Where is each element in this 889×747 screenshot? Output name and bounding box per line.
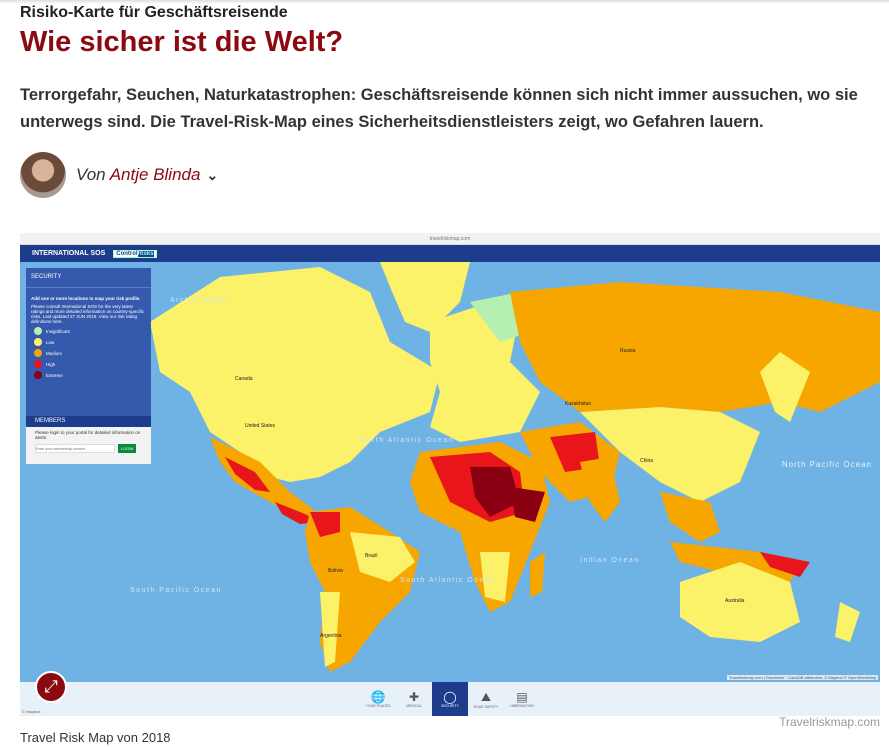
country-label: United States: [245, 423, 276, 429]
tab-security[interactable]: ◯ SECURITY: [432, 682, 468, 716]
ocean-label: South Pacific Ocean: [130, 587, 222, 594]
country-label: Russia: [620, 348, 636, 354]
panel-intro: Add one or more locations to map your ri…: [31, 296, 141, 301]
ocean-label: South Atlantic Ocean: [400, 577, 495, 584]
article-lead: Terrorgefahr, Seuchen, Naturkatastrophen…: [20, 86, 858, 131]
members-text: Please login to your portal for detailed…: [35, 430, 141, 440]
document-icon: ▤: [516, 690, 528, 704]
browser-bar: travelriskmap.com: [20, 233, 880, 245]
members-panel: MEMBERS Please login to your portal for …: [26, 416, 151, 464]
members-title: MEMBERS: [26, 416, 151, 427]
legend-swatch: [34, 338, 42, 346]
tab-hibernation[interactable]: ▤ HIBERNATION: [510, 690, 534, 708]
image-caption: Travel Risk Map von 2018: [20, 730, 171, 745]
site-header: INTERNATIONAL SOS ControlRisks SIGN UP T…: [20, 245, 880, 267]
country-label: Argentina: [320, 633, 342, 639]
australia: [680, 562, 800, 642]
image-source: Travelriskmap.com: [779, 715, 880, 729]
legend-swatch: [34, 371, 42, 379]
login-button[interactable]: LOGIN: [118, 444, 137, 453]
china: [580, 407, 760, 502]
article-kicker: Risiko-Karte für Geschäftsreisende: [20, 4, 288, 21]
legend-swatch: [34, 360, 42, 368]
north-america: [150, 267, 440, 482]
shield-icon: ◯: [443, 690, 457, 704]
author-avatar: [20, 152, 66, 198]
country-label: Australia: [725, 598, 745, 604]
panel-text: Please consult International SOS for the…: [31, 304, 145, 324]
ocean-label: North Atlantic Ocean: [360, 437, 454, 444]
map-tabbar: 🌐 YOUR PLACES ✚ MEDICAL ◯ SECURITY ⛰ ROAD SA…: [20, 682, 880, 716]
partner-logo: ControlRisks: [113, 249, 157, 258]
globe-icon: 🌐: [370, 690, 386, 704]
author-name[interactable]: Antje Blinda: [109, 165, 201, 184]
legend-label: Extreme: [46, 372, 63, 378]
country-label: China: [640, 458, 653, 464]
tab-road-safety[interactable]: ⛰ ROAD SAFETY: [473, 689, 499, 709]
country-label: Canada: [235, 376, 253, 382]
author-prefix: Von: [76, 165, 106, 184]
legend-label: Low: [46, 339, 55, 345]
ocean-label: Indian Ocean: [580, 557, 640, 564]
author-byline[interactable]: Von Antje Blinda ⌄: [20, 152, 218, 198]
map-screenshot: travelriskmap.com INTERNATIONAL SOS Cont…: [20, 233, 880, 716]
country-label: Bolivia: [328, 568, 343, 574]
country-label: Kazakhstan: [565, 401, 591, 407]
legend-swatch: [34, 349, 42, 357]
legend-label: Medium: [46, 350, 63, 356]
tab-your-places[interactable]: 🌐 YOUR PLACES: [365, 690, 391, 708]
mapbox-logo: © mapbox: [22, 709, 41, 714]
membership-number-input[interactable]: [35, 444, 115, 453]
legend-item: High: [34, 360, 146, 368]
chevron-down-icon[interactable]: ⌄: [206, 166, 219, 183]
brand-logo: INTERNATIONAL SOS: [32, 250, 106, 257]
top-shadow: [0, 0, 889, 4]
article-title: Wie sicher ist die Welt?: [20, 26, 344, 58]
legend-item: Insignificant: [34, 327, 146, 335]
map-attribution: Travelriskmap.com | Disclaimer · CartoDB…: [726, 675, 878, 680]
road-icon: ⛰: [480, 689, 492, 704]
indonesia: [670, 542, 800, 582]
russia: [510, 282, 880, 412]
country-label: Brazil: [365, 553, 378, 559]
mexico: [210, 437, 320, 522]
risk-legend: Insignificant Low Medium High Extreme: [31, 327, 146, 379]
plus-icon: ✚: [408, 690, 420, 704]
legend-swatch: [34, 327, 42, 335]
url: travelriskmap.com: [429, 236, 471, 242]
legend-label: High: [46, 361, 56, 367]
tab-medical[interactable]: ✚ MEDICAL: [406, 690, 422, 708]
legend-item: Extreme: [34, 371, 146, 379]
greenland: [380, 262, 470, 332]
legend-item: Low: [34, 338, 146, 346]
legend-label: Insignificant: [46, 328, 70, 334]
ocean-label: Arctic Ocean: [170, 297, 228, 304]
ocean-label: North Pacific Ocean: [782, 460, 872, 469]
world-risk-map: Arctic Ocean North Atlantic Ocean South …: [20, 262, 880, 682]
panel-title: SECURITY: [26, 268, 151, 288]
legend-item: Medium: [34, 349, 146, 357]
expand-icon[interactable]: ⤢: [35, 671, 67, 703]
